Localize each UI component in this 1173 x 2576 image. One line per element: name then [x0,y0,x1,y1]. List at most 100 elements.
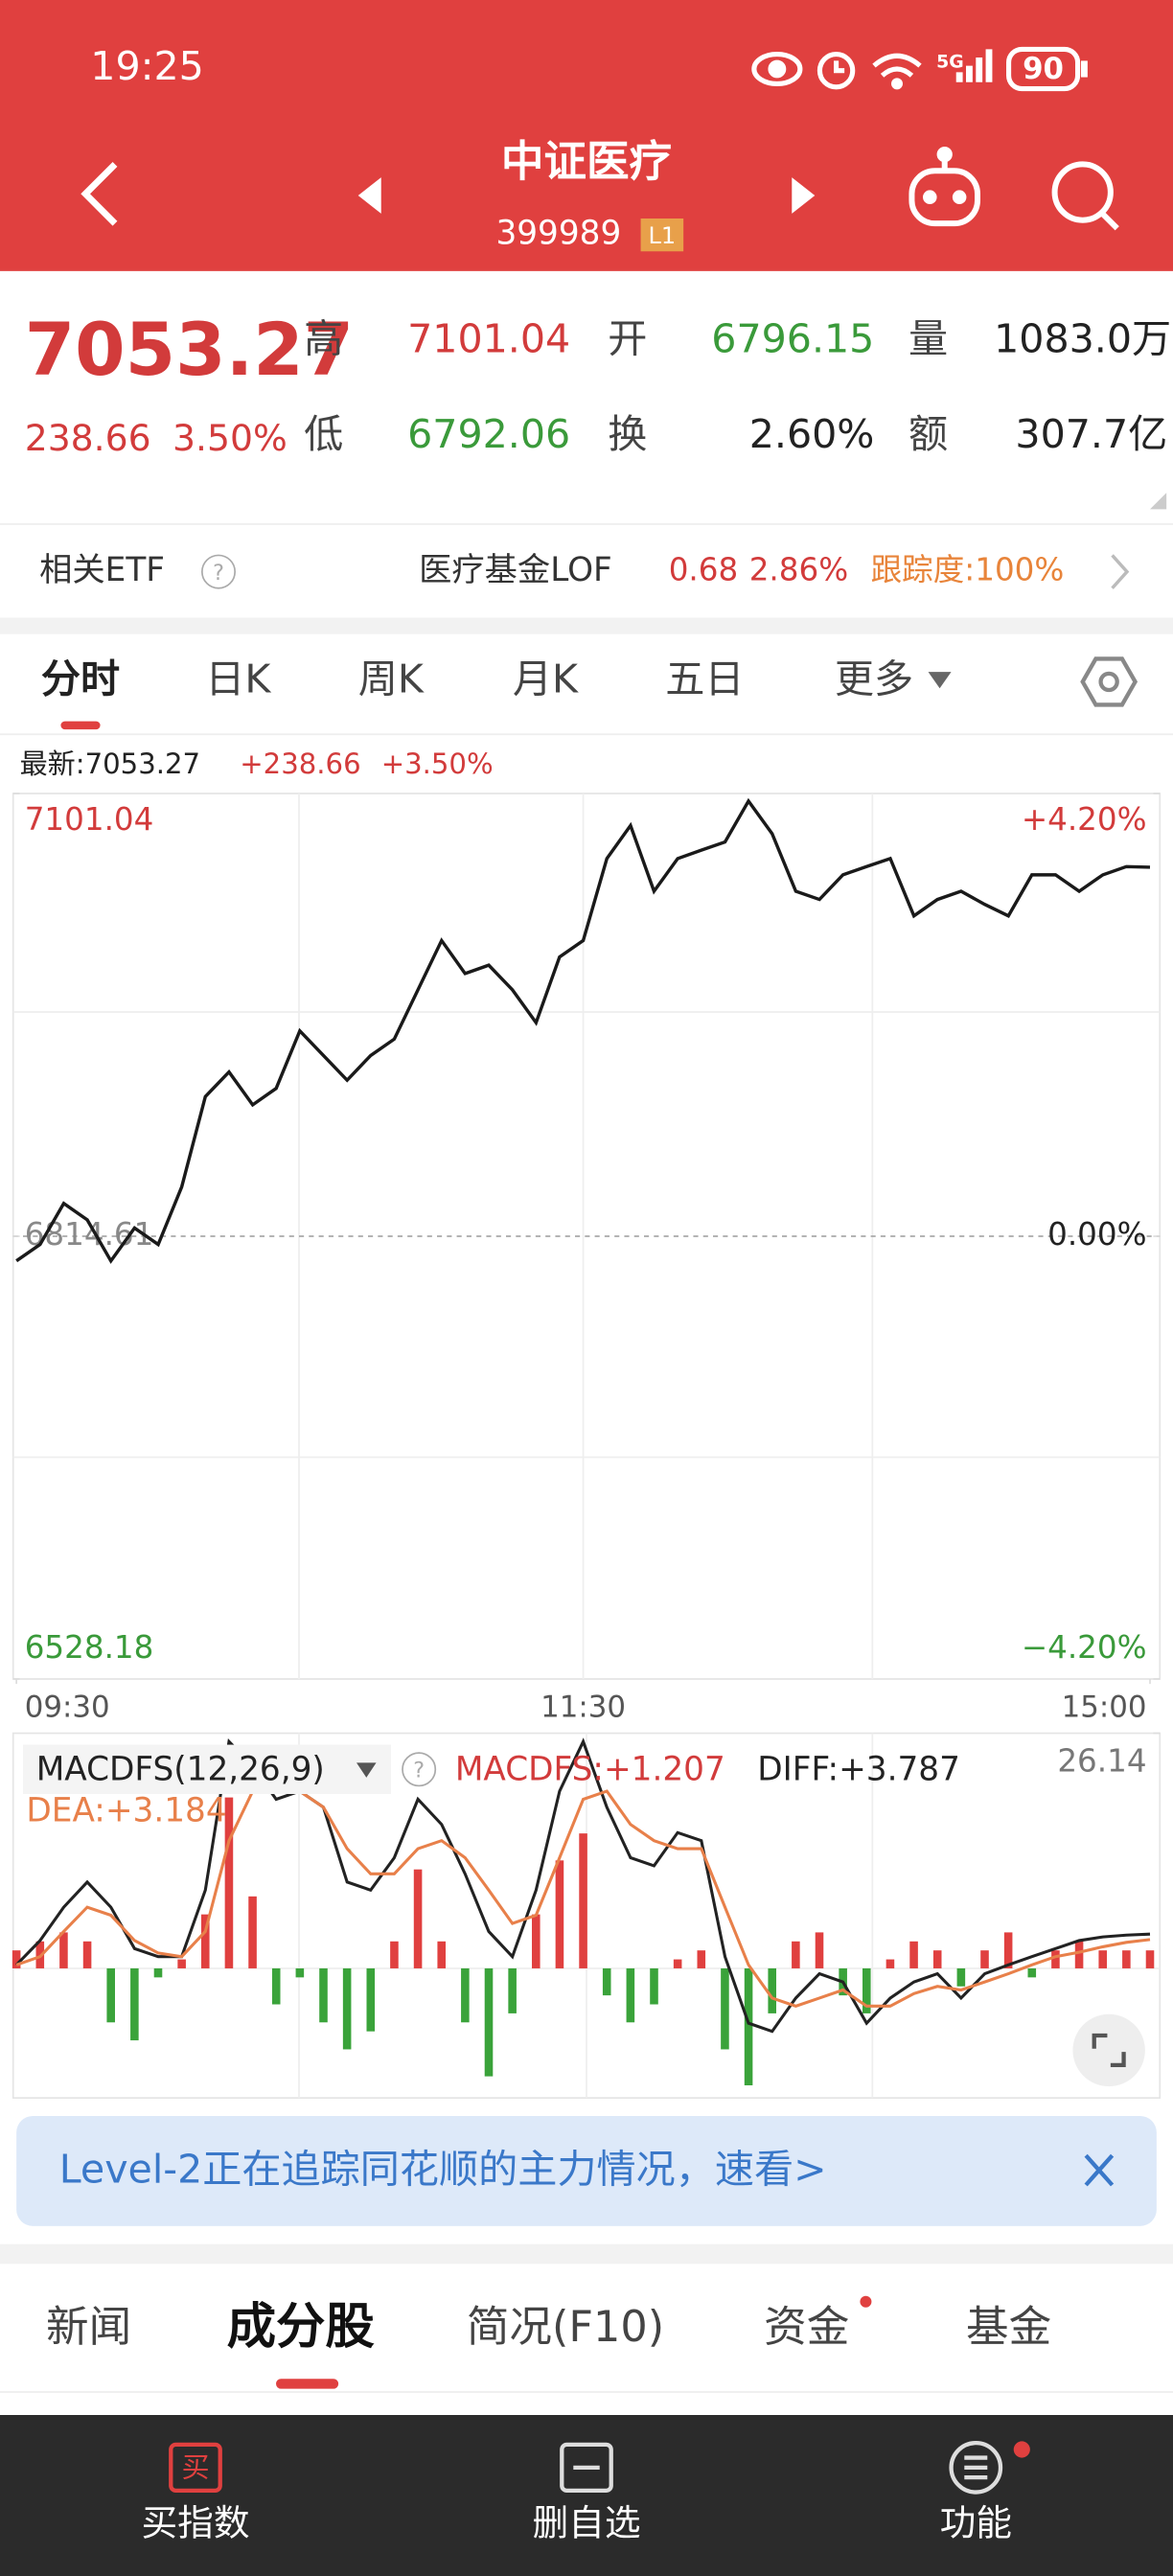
macd-bar [224,1797,234,1968]
macd-bar [1074,1941,1084,1968]
macd-bar [295,1967,305,1978]
macd-bar [886,1959,895,1968]
macd-line [15,1737,1151,2034]
macd-bar [106,1967,115,2023]
macd-bar [673,1959,682,1968]
nav-title: 中证医疗 [501,136,672,186]
macd-bar [626,1967,635,2023]
next-button[interactable] [792,177,816,214]
macd-bar [366,1967,376,2032]
macd-label: MACDFS:+1.207 [455,1750,725,1788]
bottom-tab[interactable]: 基金 [966,2302,1051,2352]
diff-label: DIFF:+3.787 [757,1750,960,1788]
macd-bar [390,1941,399,1968]
macd-bar [153,1967,163,1978]
buy-icon[interactable] [169,2442,222,2493]
field-value: 7101.04 [407,316,570,362]
toolbar-label[interactable]: 买指数 [141,2501,249,2543]
remove-icon[interactable] [560,2442,613,2493]
y-tick-label: 7101.04 [25,801,154,838]
field-label: 换 [608,411,647,457]
banner-text[interactable]: Level-2正在追踪同花顺的主力情况，速看> [59,2146,827,2192]
macd-bar [532,1914,540,1968]
banner-bg[interactable] [16,2116,1157,2226]
notify-dot [1013,2441,1030,2458]
bottom-tab[interactable]: 简况(F10) [467,2302,664,2352]
bottom-tab[interactable]: 新闻 [46,2302,131,2352]
help-icon[interactable] [201,554,236,589]
macd-bar [721,1967,729,2050]
dropdown-arrow [928,672,952,689]
fund-name[interactable]: 医疗基金LOF [419,551,612,589]
status-time: 19:25 [90,43,204,89]
settings-icon[interactable] [1080,656,1138,707]
nav-code: 399989 [495,215,621,253]
macd-bar [579,1833,587,1968]
macd-bar [1051,1950,1060,1968]
expand-button[interactable] [1072,2013,1145,2087]
robot-icon[interactable] [908,147,980,227]
notify-dot [860,2295,872,2308]
macd-bar [909,1941,918,1968]
bottom-tab[interactable]: 成分股 [227,2298,376,2356]
tab[interactable]: 分时 [41,656,120,702]
macd-bar [1003,1932,1013,1968]
search-icon[interactable] [1051,161,1119,231]
separator [0,617,1173,634]
macd-bar [508,1967,517,2013]
y2-tick-label: −4.20% [1022,1629,1147,1666]
menu-icon[interactable] [949,2441,1003,2495]
macd-bar [82,1941,92,1968]
macd-bar [555,1860,564,1968]
x-tick-label: 11:30 [540,1690,626,1724]
back-button[interactable] [80,162,118,226]
field-label: 高 [304,316,343,362]
charts: 7101.046814.616528.18+4.20%0.00%−4.20%09… [12,793,1161,2086]
macd-selector-bg[interactable] [23,1744,391,1794]
y-tick-label: 6528.18 [25,1629,154,1666]
price: 7053.27 [25,308,354,392]
tab[interactable]: 更多 [835,656,913,702]
prev-button[interactable] [357,177,381,214]
macd-bar [956,1967,966,1987]
macd-bar [815,1932,824,1968]
field-value: 1083.0万 [994,316,1171,362]
macd-bar [59,1932,68,1968]
field-label: 量 [908,316,948,362]
tab[interactable]: 日K [205,656,271,702]
field-value: 6796.15 [711,316,874,362]
toolbar-label[interactable]: 功能 [940,2501,1012,2543]
x-tick-label: 09:30 [25,1690,110,1724]
macd-bar [1098,1950,1107,1968]
toolbar-label[interactable]: 删自选 [532,2501,640,2543]
battery-level: 90 [1023,52,1064,86]
macd-bar [932,1950,942,1968]
field-label: 额 [908,411,948,457]
macd-bar [650,1967,658,2005]
y2-tick-label: 0.00% [1047,1216,1146,1253]
banner-close[interactable] [1084,2153,1115,2187]
badge-bg [640,218,684,252]
menu-icon-lines [964,2455,988,2480]
tab[interactable]: 月K [513,656,579,702]
dea-label: DEA:+3.184 [26,1791,226,1829]
help-icon[interactable] [402,1752,437,1787]
chevron[interactable] [1111,554,1130,589]
settings-dot [1098,671,1119,693]
tab[interactable]: 周K [358,656,425,702]
macd-bar [413,1869,423,1968]
latest: 最新:7053.27 [20,748,201,780]
change-pct: 3.50% [172,417,288,459]
bottom-tab[interactable]: 资金 [764,2302,849,2352]
change: 238.66 [25,417,151,459]
tab[interactable]: 五日 [665,656,744,702]
separator [0,2243,1173,2265]
macd-bar [602,1967,611,1996]
field-value: 6792.06 [407,411,570,457]
nav-badge: L1 [649,222,677,249]
y2-tick-label: +4.20% [1022,801,1147,838]
y-limit-label: 26.14 [1057,1742,1146,1779]
macd-bar [862,1967,871,2013]
macd-bar [248,1896,257,1968]
